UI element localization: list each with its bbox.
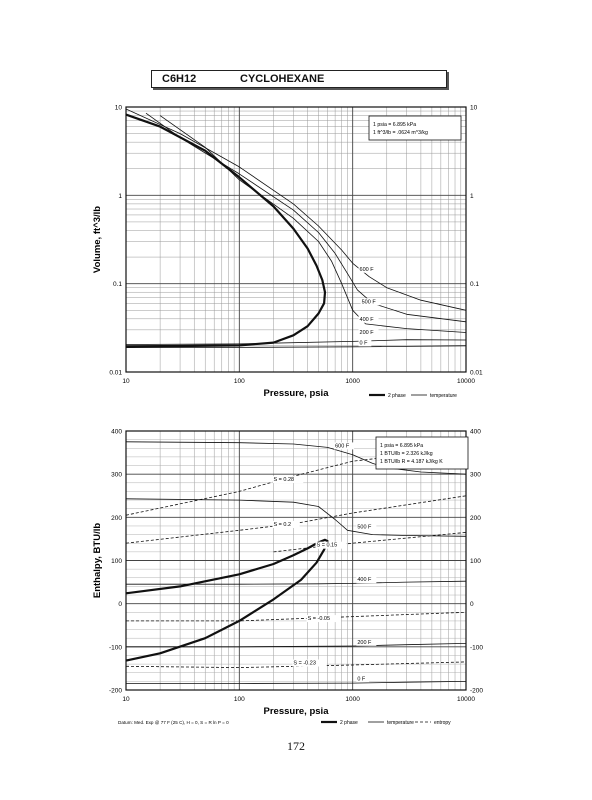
conversion-box (375, 436, 469, 470)
x-tick-label: 100 (234, 696, 245, 703)
series-label: 400 F (357, 577, 372, 583)
series-label-bg (306, 615, 341, 623)
series-label-bg (272, 520, 300, 528)
legend-label: entropy (434, 720, 451, 726)
conversion-box (368, 115, 462, 141)
series-label-bg (334, 442, 355, 450)
series-label: 0 F (357, 677, 366, 683)
series-label-bg (272, 476, 304, 484)
series-label: S = -0.05 (308, 616, 330, 622)
page-number: 172 (287, 739, 305, 753)
series-label-bg (358, 315, 379, 323)
series-label-bg (360, 298, 381, 306)
x-tick-label: 10000 (457, 378, 475, 385)
y-tick-label-right: 100 (470, 558, 481, 565)
y-tick-label-right: 10 (470, 105, 478, 112)
series-label-bg (358, 328, 379, 336)
y-tick-label-left: 300 (111, 472, 122, 479)
conversion-note: 1 psia = 6.895 kPa (373, 122, 416, 128)
x-tick-label: 1000 (345, 696, 360, 703)
series-label: 500 F (357, 525, 372, 531)
compound-formula: C6H12 (162, 73, 197, 85)
y-tick-label-left: 10 (115, 105, 123, 112)
x-tick-label: 10000 (457, 696, 475, 703)
legend-label: 2 phase (340, 720, 358, 726)
series-label: S = 0.2 (273, 522, 291, 528)
series-label: S = 0.15 (317, 543, 338, 549)
conversion-note: 1 BTU/lb R = 4.187 kJ/kg K (380, 459, 443, 465)
isentrope-line (125, 495, 467, 544)
isentrope-line (273, 532, 467, 553)
x-axis-title: Pressure, psia (264, 388, 330, 399)
series-label: S = -0.23 (293, 661, 315, 667)
y-tick-label-left: 400 (111, 429, 122, 436)
isotherm-line (125, 345, 467, 348)
isentrope-line (126, 611, 467, 622)
series-label-bg (358, 265, 379, 273)
conversion-note: 1 ft^3/lb = .0624 m^3/kg (373, 130, 428, 136)
series-label-bg (358, 339, 372, 347)
y-tick-label-right: 400 (470, 429, 481, 436)
isotherm-line (125, 339, 467, 345)
conversion-note: 1 psia = 6.895 kPa (380, 443, 423, 449)
y-tick-label-left: 1 (118, 193, 122, 200)
chart-footnote: Datum: Med. Exp @ 77 F (25 C), H = 0, S … (118, 720, 229, 725)
y-tick-label-left: 0 (118, 601, 122, 608)
isotherm-line (126, 580, 467, 585)
isotherm-line (125, 441, 467, 475)
y-tick-label-right: -100 (470, 644, 483, 651)
volume-chart: 10 100 1000 10000 10 10 1 1 0.1 0.1 0.01 0.01 Pressu… (92, 105, 483, 400)
x-axis-title: Pressure, psia (264, 706, 330, 717)
x-tick-label: 100 (234, 378, 245, 385)
isotherm-line (125, 498, 467, 537)
y-tick-label-right: 0.01 (470, 370, 483, 377)
y-tick-label-left: 0.01 (109, 370, 122, 377)
isotherm-line (126, 643, 467, 648)
series-label-bg (315, 541, 347, 549)
x-tick-label: 1000 (345, 378, 360, 385)
x-tick-label: 10 (122, 378, 130, 385)
y-axis-title: Volume, ft^3/lb (92, 206, 103, 273)
y-tick-label-right: 1 (470, 193, 474, 200)
legend-label: temperature (387, 720, 414, 726)
isotherm-line (159, 115, 467, 333)
series-label: 600 F (360, 267, 375, 273)
series-label-bg (356, 576, 377, 584)
series-label: 600 F (335, 443, 350, 449)
legend-label: 2 phase (388, 393, 406, 399)
y-tick-label-left: 100 (111, 558, 122, 565)
y-tick-label-right: 0 (470, 601, 474, 608)
x-tick-label: 10 (122, 696, 130, 703)
series-label: 500 F (362, 299, 377, 305)
y-tick-label-right: 200 (470, 515, 481, 522)
y-axis-title: Enthalpy, BTU/lb (92, 523, 103, 598)
y-tick-label-left: -200 (109, 688, 122, 695)
plot-frame (125, 106, 467, 373)
isotherm-line (126, 681, 467, 684)
conversion-note: 1 BTU/lb = 2.326 kJ/kg (380, 451, 433, 457)
series-label: 200 F (360, 330, 375, 336)
series-label-bg (356, 638, 377, 646)
series-label: 0 F (360, 340, 369, 346)
isotherm-line (125, 108, 467, 311)
plot-frame (125, 430, 467, 691)
two-phase-envelope (125, 538, 329, 662)
y-tick-label-right: 0.1 (470, 281, 479, 288)
compound-name: CYCLOHEXANE (240, 73, 325, 85)
series-label: 400 F (360, 317, 375, 323)
legend-label: temperature (430, 393, 457, 399)
series-label-bg (356, 675, 370, 683)
series-label-bg (292, 659, 327, 667)
y-tick-label-left: 200 (111, 515, 122, 522)
chart-header-box: C6H12 CYCLOHEXANE (151, 70, 447, 88)
series-label: S = 0.28 (273, 477, 294, 483)
isotherm-line (145, 112, 467, 323)
y-tick-label-right: -200 (470, 688, 483, 695)
series-label-bg (356, 523, 377, 531)
y-tick-label-left: 0.1 (113, 281, 122, 288)
y-tick-label-right: 300 (470, 472, 481, 479)
series-label: 200 F (357, 640, 372, 646)
y-tick-label-left: -100 (109, 644, 122, 651)
